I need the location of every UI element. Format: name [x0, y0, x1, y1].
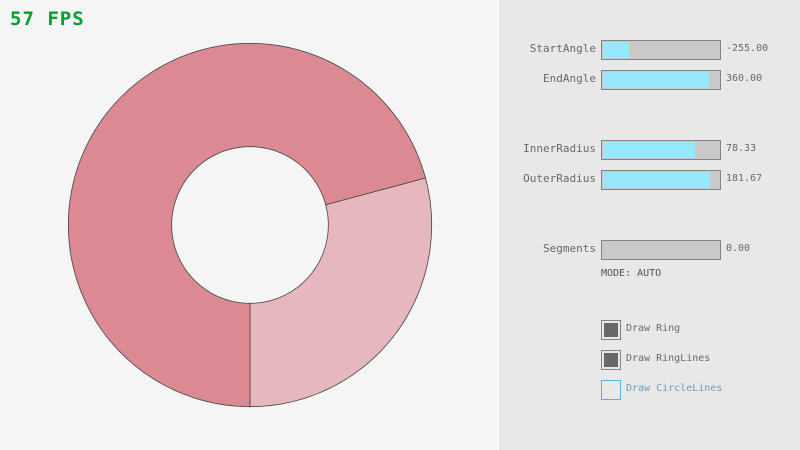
slider-segments[interactable]: Segments 0.00: [501, 240, 800, 260]
slider-label: EndAngle: [543, 72, 596, 85]
slider-track[interactable]: [601, 40, 721, 60]
checkbox-check: [604, 353, 618, 367]
checkbox-draw-ring-lines[interactable]: [601, 350, 621, 370]
checkbox-draw-circle-lines[interactable]: [601, 380, 621, 400]
slider-track[interactable]: [601, 240, 721, 260]
slider-value: -255.00: [726, 43, 769, 54]
checkbox-label[interactable]: Draw Ring: [626, 323, 681, 334]
slider-fill: [603, 42, 629, 58]
slider-label: Segments: [543, 242, 596, 255]
slider-fill: [603, 72, 710, 88]
fps-counter: 57 FPS: [10, 8, 85, 30]
slider-value: 78.33: [726, 143, 757, 154]
slider-track[interactable]: [601, 170, 721, 190]
slider-value: 360.00: [726, 73, 763, 84]
ring-sector-single: [249, 177, 433, 408]
slider-label: OuterRadius: [523, 172, 596, 185]
slider-track[interactable]: [601, 70, 721, 90]
slider-value: 181.67: [726, 173, 763, 184]
ring-canvas: [67, 42, 433, 408]
controls-panel: StartAngle -255.00 EndAngle 360.00 Inner…: [500, 0, 800, 450]
slider-fill: [603, 172, 711, 188]
mode-label: MODE: AUTO: [601, 268, 662, 279]
slider-value: 0.00: [726, 243, 751, 254]
slider-start-angle[interactable]: StartAngle -255.00: [501, 40, 800, 60]
ring-sector-overlap: [67, 42, 426, 408]
slider-outer-radius[interactable]: OuterRadius 181.67: [501, 170, 800, 190]
checkbox-label[interactable]: Draw RingLines: [626, 353, 711, 364]
slider-label: InnerRadius: [523, 142, 596, 155]
slider-fill: [603, 142, 696, 158]
checkbox-draw-ring[interactable]: [601, 320, 621, 340]
slider-label: StartAngle: [529, 42, 596, 55]
checkbox-label[interactable]: Draw CircleLines: [626, 383, 723, 394]
slider-track[interactable]: [601, 140, 721, 160]
slider-end-angle[interactable]: EndAngle 360.00: [501, 70, 800, 90]
checkbox-check: [604, 323, 618, 337]
slider-inner-radius[interactable]: InnerRadius 78.33: [501, 140, 800, 160]
